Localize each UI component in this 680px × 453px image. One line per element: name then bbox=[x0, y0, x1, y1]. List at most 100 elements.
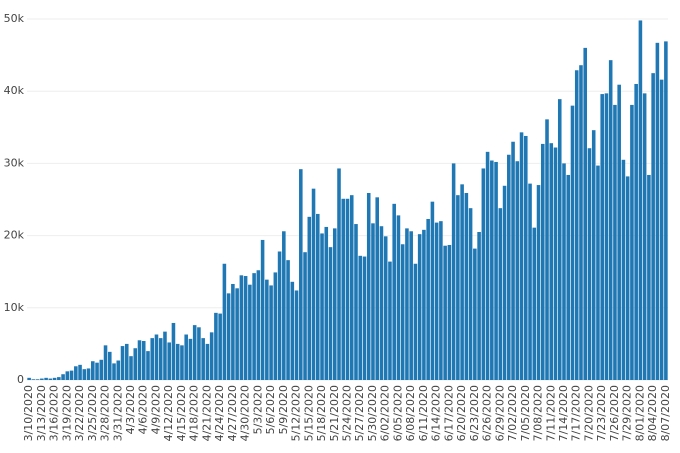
bar bbox=[180, 345, 184, 380]
bar bbox=[557, 99, 562, 380]
x-tick-label: 7/08/2020 bbox=[532, 385, 545, 441]
bar bbox=[209, 332, 214, 380]
bar bbox=[248, 284, 252, 380]
bar bbox=[192, 325, 197, 380]
bar bbox=[146, 351, 150, 380]
bar bbox=[163, 331, 167, 380]
x-tick-label: 5/30/2020 bbox=[366, 385, 379, 441]
bar bbox=[634, 83, 638, 380]
bar bbox=[460, 184, 464, 380]
bar bbox=[540, 143, 545, 380]
bar bbox=[286, 260, 290, 380]
bar bbox=[103, 345, 108, 380]
bar bbox=[651, 73, 655, 381]
bar bbox=[328, 247, 333, 380]
x-tick-label: 3/22/2020 bbox=[73, 385, 86, 441]
bar bbox=[320, 233, 324, 380]
x-tick-label: 4/6/2020 bbox=[137, 385, 150, 434]
bar bbox=[587, 148, 592, 380]
x-tick-label: 7/02/2020 bbox=[506, 385, 519, 441]
x-tick-label: 4/27/2020 bbox=[226, 385, 239, 441]
bar bbox=[566, 174, 571, 380]
x-tick-label: 5/21/2020 bbox=[328, 385, 341, 441]
x-tick-label: 7/26/2020 bbox=[608, 385, 621, 441]
x-tick-label: 7/23/2020 bbox=[595, 385, 608, 441]
x-tick-label: 4/30/2020 bbox=[239, 385, 252, 441]
x-tick-label: 7/20/2020 bbox=[582, 385, 595, 441]
bar bbox=[167, 342, 171, 380]
bar bbox=[498, 208, 503, 380]
bar bbox=[316, 213, 320, 380]
bar bbox=[256, 270, 261, 380]
bar bbox=[239, 275, 244, 380]
bar bbox=[519, 132, 524, 380]
bar bbox=[27, 377, 31, 380]
bar bbox=[137, 340, 142, 380]
bar bbox=[481, 168, 486, 380]
bar bbox=[205, 343, 210, 380]
bar bbox=[430, 201, 435, 380]
bar bbox=[511, 141, 515, 380]
bar bbox=[562, 163, 566, 380]
bar bbox=[107, 351, 112, 380]
x-tick-label: 3/28/2020 bbox=[99, 385, 112, 441]
x-tick-label: 3/10/2020 bbox=[22, 385, 35, 441]
bar bbox=[61, 374, 65, 380]
bar bbox=[426, 218, 430, 380]
x-tick-label: 7/11/2020 bbox=[544, 385, 557, 441]
bar bbox=[345, 198, 350, 380]
bar bbox=[273, 272, 278, 380]
bar bbox=[553, 147, 558, 380]
bar bbox=[502, 185, 507, 380]
bar bbox=[175, 343, 180, 380]
bar bbox=[154, 334, 159, 380]
bar bbox=[197, 327, 201, 380]
x-tick-label: 3/25/2020 bbox=[86, 385, 99, 441]
bar bbox=[299, 169, 303, 380]
x-tick-label: 6/17/2020 bbox=[442, 385, 455, 441]
bar bbox=[349, 195, 354, 380]
x-tick-label: 8/04/2020 bbox=[646, 385, 659, 441]
x-tick-label: 5/12/2020 bbox=[290, 385, 303, 441]
x-tick-label: 7/05/2020 bbox=[519, 385, 532, 441]
bar bbox=[549, 143, 554, 380]
bar bbox=[379, 226, 384, 380]
bar bbox=[91, 361, 95, 380]
bar bbox=[485, 151, 490, 380]
bar bbox=[354, 224, 358, 380]
bar bbox=[231, 283, 235, 380]
bar bbox=[443, 245, 447, 380]
bar bbox=[48, 378, 53, 380]
bar bbox=[574, 70, 579, 381]
bar bbox=[464, 193, 469, 380]
x-tick-label: 5/3/2020 bbox=[251, 385, 264, 434]
bar bbox=[218, 313, 222, 380]
bar bbox=[362, 256, 367, 380]
bar bbox=[290, 281, 295, 380]
x-tick-label: 4/9/2020 bbox=[149, 385, 162, 434]
bar bbox=[439, 221, 443, 380]
bar bbox=[600, 94, 604, 380]
bar bbox=[591, 130, 596, 380]
bar bbox=[214, 312, 218, 380]
bar bbox=[625, 176, 630, 380]
bar bbox=[583, 47, 588, 380]
x-tick-label: 5/6/2020 bbox=[264, 385, 277, 434]
bar bbox=[659, 79, 664, 380]
bar bbox=[324, 226, 329, 380]
bar bbox=[638, 20, 643, 380]
x-tick-label: 3/31/2020 bbox=[111, 385, 124, 441]
bar bbox=[664, 41, 668, 381]
bar bbox=[95, 362, 99, 380]
bar bbox=[545, 119, 549, 380]
bar bbox=[515, 161, 520, 380]
bar bbox=[434, 222, 439, 380]
x-tick-label: 4/21/2020 bbox=[200, 385, 213, 441]
bar bbox=[82, 369, 87, 380]
bar bbox=[40, 378, 44, 380]
bar bbox=[120, 346, 125, 380]
x-tick-label: 6/20/2020 bbox=[455, 385, 468, 441]
bar bbox=[116, 360, 121, 380]
y-tick-label: 0 bbox=[17, 373, 24, 386]
bar bbox=[409, 231, 413, 380]
